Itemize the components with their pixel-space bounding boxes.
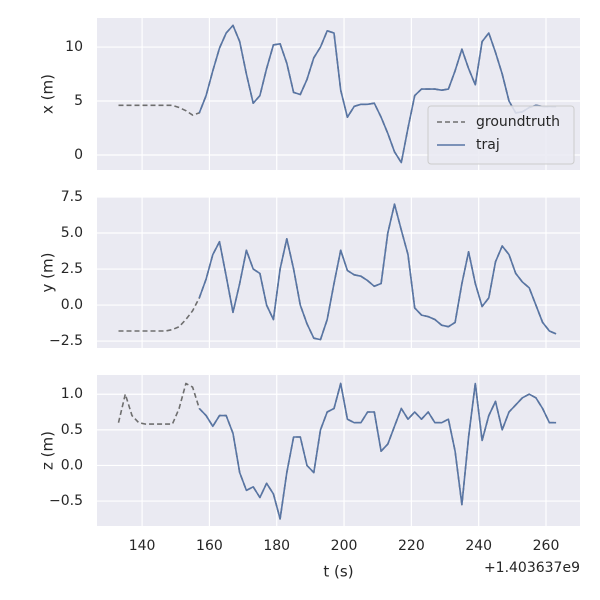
legend-label: traj xyxy=(476,137,500,153)
y-axis-label: y (m) xyxy=(39,253,57,293)
x-tick-label: 260 xyxy=(533,538,560,554)
series-line xyxy=(198,203,557,341)
y-tick-label: 5.0 xyxy=(61,225,83,241)
y-tick-label: 7.5 xyxy=(61,189,83,205)
x-tick-label: 180 xyxy=(263,538,290,554)
y-tick-label: 10 xyxy=(65,39,83,55)
y-tick-label: 0.0 xyxy=(61,457,83,473)
x-offset-label: +1.403637e9 xyxy=(484,560,580,576)
y-axis-label: x (m) xyxy=(39,74,57,114)
legend-label: groundtruth xyxy=(476,114,560,130)
series-line xyxy=(198,24,557,164)
y-axis-label: z (m) xyxy=(39,431,57,470)
y-tick-label: 1.0 xyxy=(61,386,83,402)
y-tick-label: 2.5 xyxy=(61,261,83,277)
y-tick-label: −0.5 xyxy=(49,493,83,509)
x-tick-label: 200 xyxy=(331,538,358,554)
y-tick-label: 0 xyxy=(74,147,83,163)
series-line xyxy=(198,382,557,520)
y-tick-label: 0.5 xyxy=(61,422,83,438)
y-tick-label: 5 xyxy=(74,93,83,109)
y-tick-label: 0.0 xyxy=(61,297,83,313)
x-axis-label: t (s) xyxy=(323,563,353,581)
x-tick-label: 220 xyxy=(398,538,425,554)
plot-background xyxy=(97,197,580,348)
x-tick-label: 240 xyxy=(465,538,492,554)
plot-background xyxy=(97,375,580,526)
x-tick-label: 140 xyxy=(129,538,156,554)
y-tick-label: −2.5 xyxy=(49,333,83,349)
x-tick-label: 160 xyxy=(196,538,223,554)
legend-box xyxy=(427,105,575,165)
